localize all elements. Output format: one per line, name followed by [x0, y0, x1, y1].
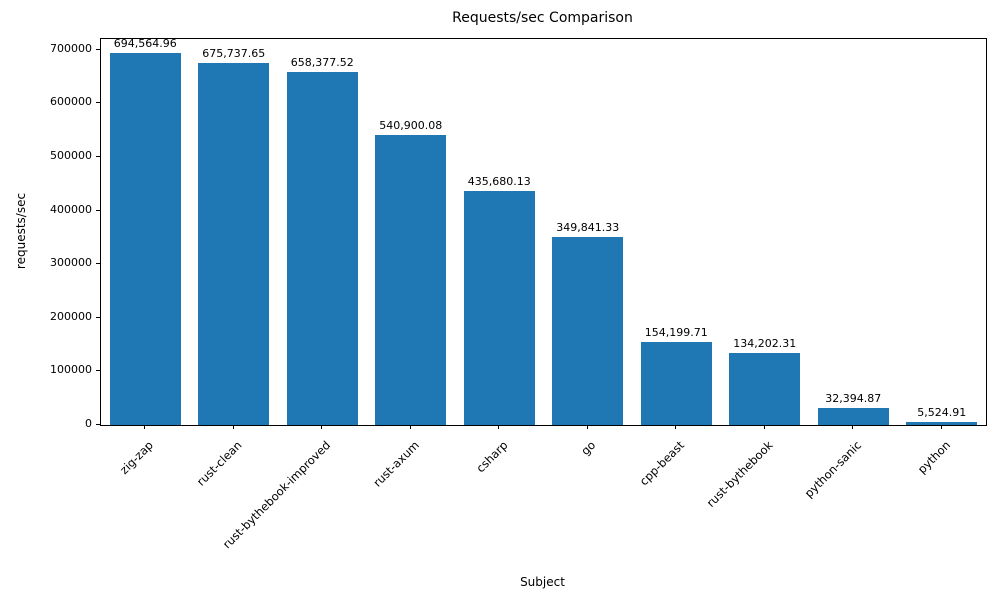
bar-python [906, 422, 978, 425]
x-tick-label-python: python [683, 434, 952, 476]
bar-cpp-beast [640, 342, 712, 425]
bar-value-label: 675,737.65 [202, 47, 266, 60]
x-tick-mark [232, 425, 234, 429]
y-tick-mark [96, 370, 100, 372]
y-tick-label: 200000 [50, 309, 92, 323]
bar-zig-zap [109, 53, 181, 425]
y-tick-label: 100000 [50, 363, 92, 377]
x-tick-mark [586, 425, 588, 429]
x-tick-mark [498, 425, 500, 429]
bar-value-label: 694,564.96 [113, 37, 177, 50]
y-tick-mark [96, 209, 100, 211]
plot-area: 694,564.96 675,737.65 658,377.52 540,900.08… [100, 37, 987, 426]
y-tick-label: 600000 [50, 95, 92, 109]
y-tick-mark [96, 155, 100, 157]
bar-value-label: 5,524.91 [917, 406, 967, 419]
y-tick-mark [96, 48, 100, 50]
bar-csharp [463, 191, 535, 425]
y-tick-label: 500000 [50, 148, 92, 162]
y-tick-label: 0 [85, 417, 92, 430]
x-tick-mark [144, 425, 146, 429]
bar-value-label: 540,900.08 [379, 119, 443, 132]
y-tick-label: 700000 [50, 41, 92, 55]
y-tick-mark [96, 102, 100, 104]
y-tick-mark [96, 316, 100, 318]
y-tick-label: 400000 [50, 202, 92, 216]
x-tick-text: python [914, 438, 953, 477]
bar-value-label: 658,377.52 [290, 56, 354, 69]
bar-rust-bythebook [729, 353, 801, 425]
bar-rust-bythebook-improved [286, 72, 358, 425]
y-tick-mark [96, 424, 100, 425]
bar-python-sanic [817, 408, 889, 425]
bar-value-label: 32,394.87 [825, 392, 882, 405]
x-tick-mark [763, 425, 765, 429]
x-tick-mark [675, 425, 677, 429]
bar-value-label: 349,841.33 [556, 221, 620, 234]
bar-rust-axum [375, 135, 447, 425]
x-axis-label: Subject [520, 575, 565, 589]
bar-value-label: 435,680.13 [467, 175, 531, 188]
x-tick-mark [852, 425, 854, 429]
bar-go [552, 237, 624, 425]
x-tick-mark [940, 425, 942, 429]
y-tick-label: 300000 [50, 256, 92, 270]
bar-rust-clean [198, 63, 270, 425]
x-tick-mark [409, 425, 411, 429]
x-tick-mark [321, 425, 323, 429]
bar-value-label: 154,199.71 [644, 326, 708, 339]
y-axis-label: requests/sec [14, 192, 28, 270]
chart-title: Requests/sec Comparison [452, 10, 633, 26]
y-tick-mark [96, 263, 100, 265]
bar-value-label: 134,202.31 [733, 337, 797, 350]
